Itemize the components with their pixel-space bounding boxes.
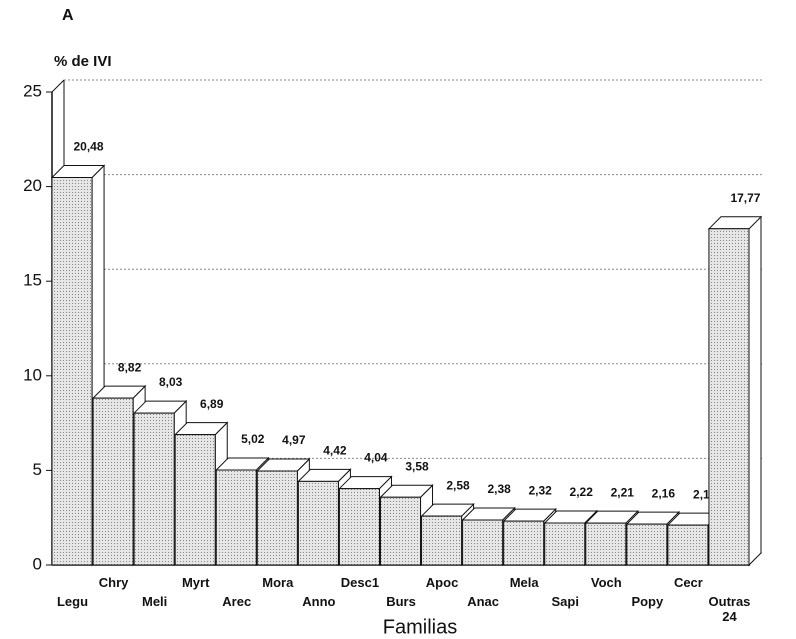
x-tick-label: Voch <box>590 575 622 590</box>
data-label: 4,04 <box>364 451 388 465</box>
bar-front <box>462 519 504 566</box>
data-label: 6,89 <box>200 397 224 411</box>
bar-front <box>51 177 93 566</box>
y-tick-label: 5 <box>33 460 42 479</box>
data-label: 2,32 <box>528 483 552 497</box>
bar-front <box>667 524 709 566</box>
y-tick-label: 15 <box>23 271 42 290</box>
y-tick-label: 10 <box>23 365 42 384</box>
data-label: 3,58 <box>405 459 429 473</box>
bar-front <box>585 522 627 566</box>
bar <box>707 215 763 567</box>
data-label: 4,42 <box>323 444 347 458</box>
x-tick-label: Meli <box>141 594 168 609</box>
y-tick-label: 25 <box>23 81 42 100</box>
bar-front <box>92 397 134 566</box>
bar-side <box>748 215 762 567</box>
x-tick-label: Burs <box>386 594 416 609</box>
data-label: 2,38 <box>487 482 511 496</box>
data-label: 5,02 <box>241 432 265 446</box>
data-label: 2,21 <box>611 485 635 499</box>
data-label: 8,82 <box>118 360 142 374</box>
data-label: 2,22 <box>570 485 594 499</box>
x-tick-label: Anno <box>302 594 336 609</box>
x-axis-label: Familias <box>383 616 457 638</box>
x-tick-label: Outras 24 <box>708 594 751 624</box>
data-label: 4,97 <box>282 433 306 447</box>
x-tick-label: Apoc <box>425 575 459 590</box>
bar-front <box>338 488 380 566</box>
bar-front <box>626 523 668 566</box>
bar-front <box>297 480 339 566</box>
bar-front <box>421 515 463 566</box>
bar-front <box>544 522 586 566</box>
x-tick-label: Arec <box>222 594 252 609</box>
data-label: 2,16 <box>652 486 676 500</box>
y-axis-label: % de IVI <box>54 53 112 70</box>
x-tick-label: Cecr <box>673 575 703 590</box>
top-edge <box>51 79 65 93</box>
data-label: 20,48 <box>74 140 104 154</box>
x-tick-label: Popy <box>631 594 664 609</box>
y-tick-label: 20 <box>23 176 42 195</box>
data-label: 17,77 <box>730 191 760 205</box>
x-tick-label: Desc1 <box>340 575 380 590</box>
bar-front <box>503 520 545 566</box>
bar-front <box>379 496 422 566</box>
panel-label: A <box>62 7 74 24</box>
bar-front <box>215 469 257 566</box>
bar <box>666 511 722 567</box>
x-tick-label: Mela <box>509 575 539 590</box>
x-tick-label: Myrt <box>181 575 210 590</box>
x-tick-label: Legu <box>56 594 89 609</box>
data-label: 8,03 <box>159 375 183 389</box>
x-tick-label: Sapi <box>551 594 579 609</box>
y-tick-label: 0 <box>33 554 42 573</box>
x-tick-label: Chry <box>98 575 129 590</box>
data-label: 2,58 <box>446 478 470 492</box>
bar-front <box>133 412 175 566</box>
bar-front <box>708 228 750 566</box>
bar-front <box>174 434 216 566</box>
x-tick-label: Mora <box>262 575 294 590</box>
x-tick-label: Anac <box>467 594 499 609</box>
bar-front <box>256 470 298 566</box>
